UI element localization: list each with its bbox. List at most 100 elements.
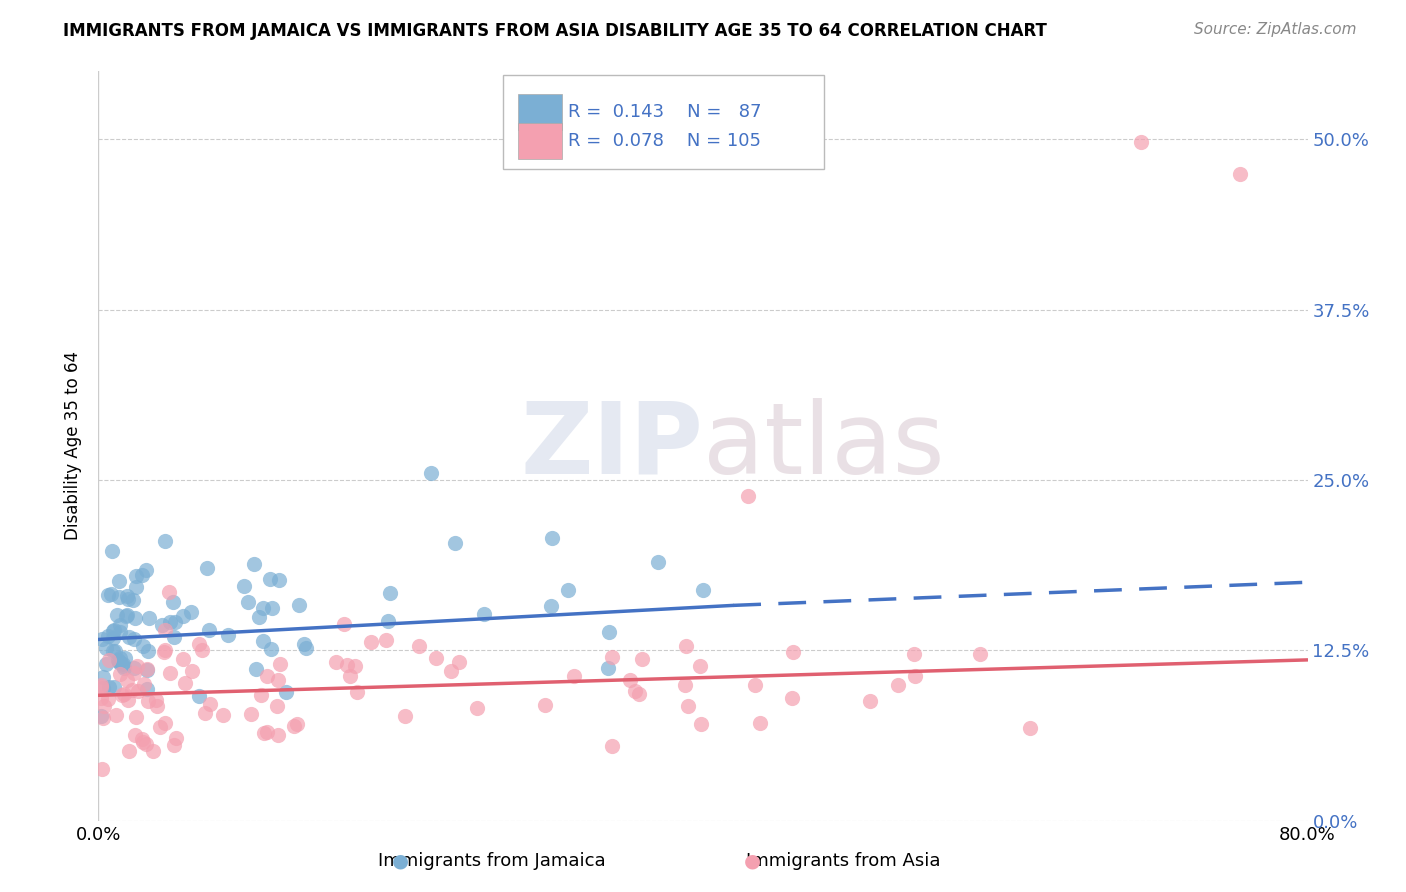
Point — [239, 706, 262, 721]
Point — [162, 595, 184, 609]
Point — [136, 662, 159, 676]
Point — [97, 653, 120, 667]
Point — [118, 744, 141, 758]
Point — [153, 645, 176, 659]
Point — [377, 615, 399, 629]
Point — [136, 644, 159, 658]
Point — [346, 685, 368, 699]
Text: ●: ● — [744, 851, 761, 871]
Point — [172, 652, 194, 666]
Point — [136, 682, 159, 697]
Point — [250, 689, 273, 703]
Point — [115, 607, 138, 622]
Point — [124, 632, 146, 646]
Point — [153, 643, 176, 657]
Point — [540, 599, 562, 614]
Point — [692, 582, 714, 597]
Point — [749, 715, 772, 730]
Point — [287, 716, 309, 731]
Point — [439, 664, 461, 678]
Point — [117, 591, 139, 606]
Point — [100, 544, 122, 558]
Point — [90, 708, 112, 723]
Point — [533, 698, 555, 712]
Point — [269, 657, 291, 672]
Point — [91, 632, 114, 646]
Text: atlas: atlas — [703, 398, 945, 494]
Point — [339, 668, 361, 682]
Point — [690, 716, 713, 731]
Point — [378, 586, 401, 600]
Point — [105, 607, 128, 622]
Point — [125, 569, 148, 583]
Point — [647, 555, 669, 569]
Point — [138, 693, 160, 707]
Point — [134, 677, 156, 691]
Point — [198, 697, 221, 711]
Point — [159, 666, 181, 681]
Point — [107, 653, 129, 667]
Text: ZIP: ZIP — [520, 398, 703, 494]
Point — [90, 690, 112, 705]
Point — [94, 641, 117, 656]
Point — [1229, 167, 1251, 181]
Point — [904, 669, 927, 683]
Point — [247, 610, 270, 624]
Point — [274, 684, 297, 698]
Point — [1130, 135, 1153, 149]
Point — [288, 598, 311, 612]
Point — [150, 618, 173, 632]
Point — [121, 683, 143, 698]
Point — [135, 563, 157, 577]
Text: R =  0.078    N = 105: R = 0.078 N = 105 — [568, 132, 761, 150]
Point — [122, 592, 145, 607]
FancyBboxPatch shape — [503, 75, 824, 169]
Point — [197, 561, 219, 575]
Point — [212, 707, 235, 722]
Point — [903, 647, 925, 661]
Point — [108, 574, 131, 589]
Point — [267, 728, 290, 742]
Point — [294, 637, 316, 651]
Point — [122, 661, 145, 675]
Point — [675, 639, 697, 653]
Point — [110, 618, 132, 632]
Point — [163, 738, 186, 752]
Text: Immigrants from Jamaica: Immigrants from Jamaica — [378, 852, 606, 870]
Point — [425, 650, 447, 665]
Point — [135, 737, 157, 751]
FancyBboxPatch shape — [517, 123, 561, 159]
Point — [408, 639, 430, 653]
Point — [295, 640, 318, 655]
Point — [628, 687, 651, 701]
Point — [111, 688, 134, 702]
Point — [541, 531, 564, 545]
Point — [969, 647, 991, 661]
FancyBboxPatch shape — [517, 94, 561, 129]
Y-axis label: Disability Age 35 to 64: Disability Age 35 to 64 — [65, 351, 83, 541]
Point — [673, 678, 696, 692]
Point — [188, 689, 211, 703]
Point — [447, 655, 470, 669]
Point — [557, 582, 579, 597]
Point — [472, 607, 495, 622]
Point — [103, 680, 125, 694]
Point — [236, 595, 259, 609]
Point — [108, 625, 131, 640]
Point — [153, 623, 176, 637]
Point — [90, 678, 112, 692]
Point — [97, 629, 120, 643]
Point — [465, 701, 488, 715]
Point — [98, 680, 121, 694]
Point — [97, 588, 120, 602]
Point — [157, 585, 180, 599]
Point — [101, 624, 124, 638]
Point — [180, 605, 202, 619]
Point — [153, 715, 176, 730]
Point — [191, 642, 214, 657]
Point — [252, 601, 274, 615]
Point — [887, 678, 910, 692]
Point — [245, 662, 267, 676]
Text: Immigrants from Asia: Immigrants from Asia — [747, 852, 941, 870]
Point — [105, 707, 128, 722]
